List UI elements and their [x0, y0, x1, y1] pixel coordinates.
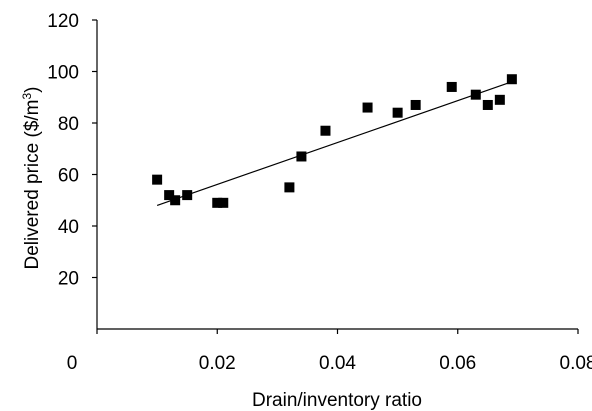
data-point: [392, 107, 403, 118]
trendline: [156, 81, 513, 206]
x-axis-label: Drain/inventory ratio: [252, 390, 422, 411]
trendline-group: [156, 81, 513, 206]
data-point: [446, 81, 457, 92]
data-point: [212, 197, 223, 208]
x-tick-label: 0.02: [199, 353, 236, 374]
axes: [96, 20, 578, 330]
data-point: [284, 182, 295, 193]
y-axis-label-close: ): [22, 86, 43, 92]
data-point: [296, 151, 307, 162]
data-point: [152, 174, 163, 185]
data-point: [410, 99, 421, 110]
y-tick-label: 20: [58, 269, 79, 290]
data-point: [320, 125, 331, 136]
data-point: [494, 94, 505, 105]
data-point: [170, 195, 181, 206]
x-tick-label: 0: [67, 353, 78, 374]
x-tick-label: 0.04: [319, 353, 356, 374]
ticks: 20 40 60 80 100 120 0 0.02 0.04 0.06 0.08: [47, 11, 592, 374]
y-tick-label: 100: [47, 63, 79, 84]
y-tick-label: 60: [58, 166, 79, 187]
y-tick-label: 120: [47, 11, 79, 32]
data-point: [506, 74, 517, 85]
data-point: [362, 102, 373, 113]
data-point: [182, 190, 193, 201]
y-tick-label: 40: [58, 217, 79, 238]
data-point: [482, 99, 493, 110]
data-point: [164, 190, 175, 201]
y-axis-label-sup: 3: [20, 93, 34, 100]
data-point: [470, 89, 481, 100]
data-points: [152, 74, 517, 208]
data-point: [218, 197, 229, 208]
y-axis-label: Delivered price ($/m3): [20, 86, 43, 269]
x-tick-label: 0.08: [560, 353, 592, 374]
y-tick-label: 80: [58, 114, 79, 135]
x-tick-label: 0.06: [439, 353, 476, 374]
y-axis-label-main: Delivered price ($/m: [22, 100, 43, 270]
